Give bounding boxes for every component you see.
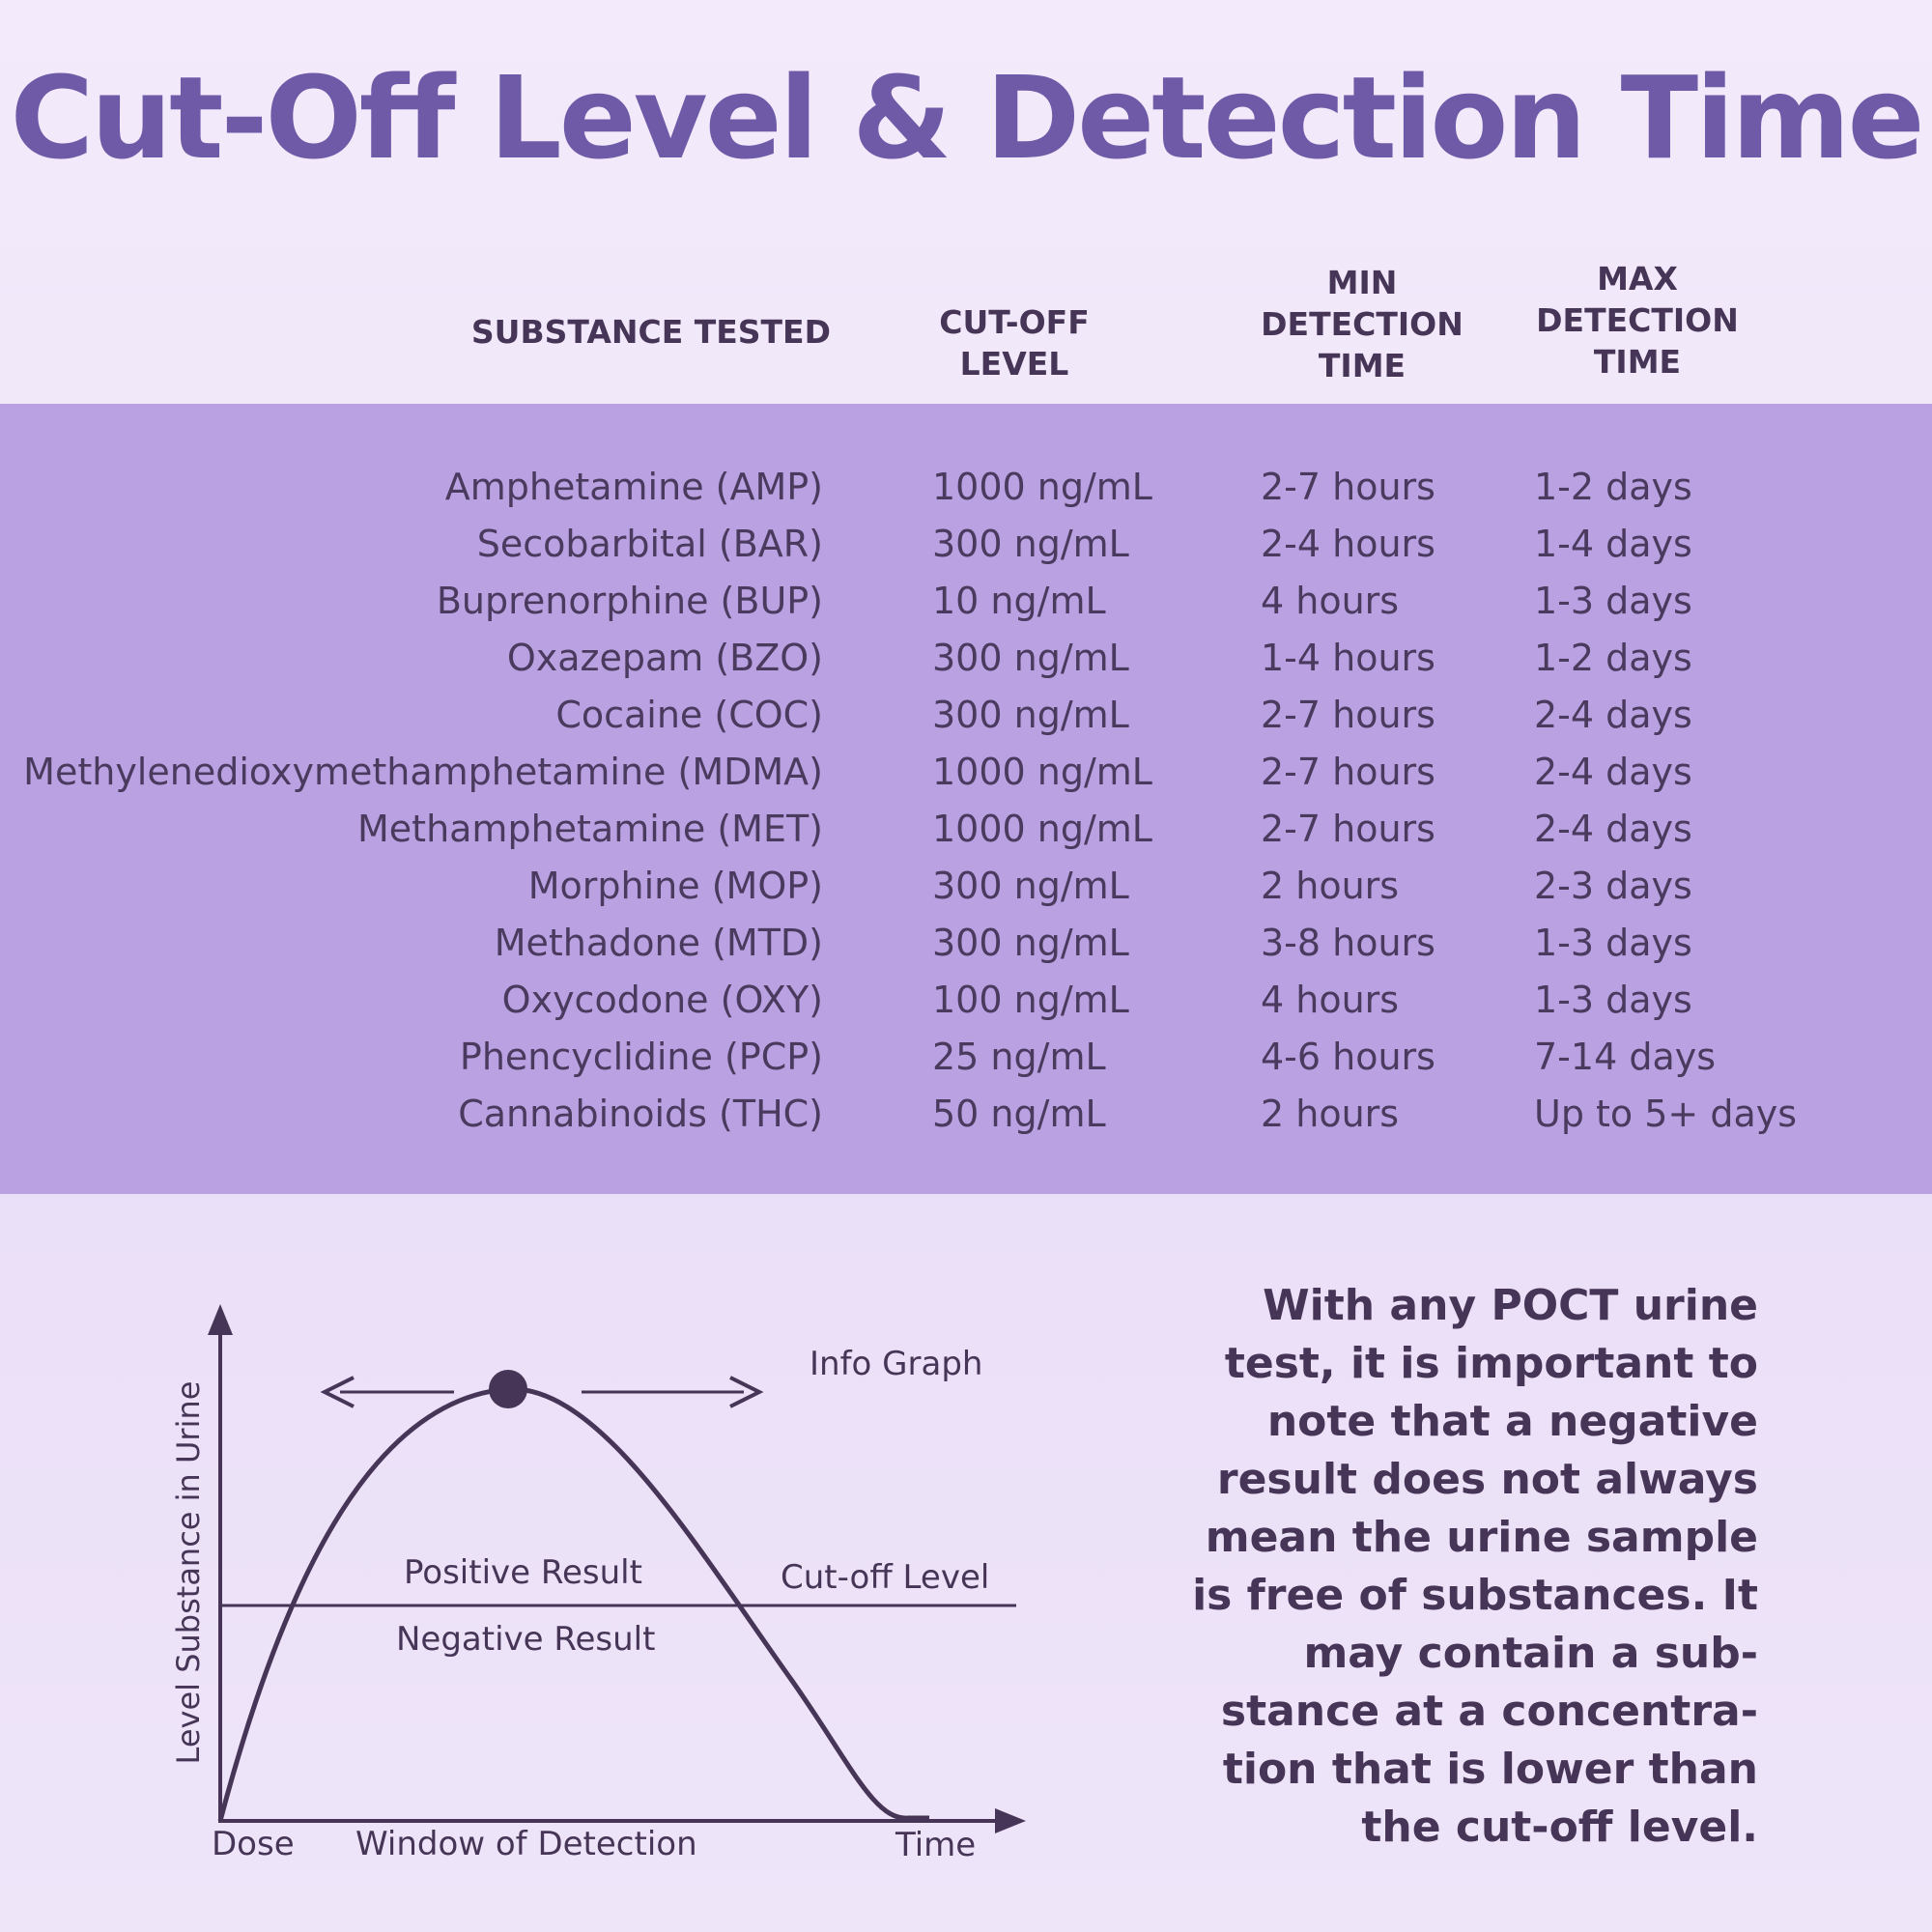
substance-cell: Methylenedioxymethamphetamine (MDMA) xyxy=(23,751,823,793)
min-detection-cell: 3-8 hours xyxy=(1261,922,1435,964)
header-max-detection: MAX DETECTION TIME xyxy=(1521,259,1753,384)
x-axis-arrow-icon xyxy=(995,1808,1026,1833)
substance-cell: Cannabinoids (THC) xyxy=(458,1093,823,1135)
concentration-curve xyxy=(217,1386,929,1822)
max-detection-cell: 1-4 days xyxy=(1534,523,1692,565)
substance-cell: Phencyclidine (PCP) xyxy=(459,1036,823,1078)
cutoff-cell: 300 ng/mL xyxy=(932,865,1129,907)
min-detection-cell: 4-6 hours xyxy=(1261,1036,1435,1078)
min-detection-cell: 1-4 hours xyxy=(1261,637,1435,679)
table-band xyxy=(0,404,1932,1194)
note-text: With any POCT urine test, it is importan… xyxy=(1192,1281,1758,1852)
max-detection-cell: 2-3 days xyxy=(1534,865,1692,907)
substance-cell: Oxycodone (OXY) xyxy=(501,979,823,1021)
graph-title: Info Graph xyxy=(810,1345,982,1383)
max-detection-cell: 2-4 days xyxy=(1534,694,1692,736)
min-detection-cell: 4 hours xyxy=(1261,580,1400,622)
negative-result-label: Negative Result xyxy=(396,1620,655,1659)
substance-cell: Oxazepam (BZO) xyxy=(506,637,823,679)
header-cutoff-line2: LEVEL xyxy=(959,344,1069,383)
table-row: Methylenedioxymethamphetamine (MDMA) 100… xyxy=(0,744,1932,801)
header-cutoff: CUT-OFF LEVEL xyxy=(898,302,1130,385)
max-detection-cell: 2-4 days xyxy=(1534,751,1692,793)
header-min-line2: DETECTION xyxy=(1261,304,1463,343)
peak-dot-icon xyxy=(489,1370,527,1408)
cutoff-cell: 300 ng/mL xyxy=(932,694,1129,736)
positive-result-label: Positive Result xyxy=(404,1553,642,1592)
header-cutoff-line1: CUT-OFF xyxy=(939,303,1090,341)
max-detection-cell: Up to 5+ days xyxy=(1534,1093,1798,1135)
y-axis-label: Level Substance in Urine xyxy=(170,1381,207,1765)
table-row: Buprenorphine (BUP) 10 ng/mL 4 hours 1-3… xyxy=(0,573,1932,630)
min-detection-cell: 4 hours xyxy=(1261,979,1400,1021)
substance-cell: Methadone (MTD) xyxy=(494,922,823,964)
substance-cell: Cocaine (COC) xyxy=(555,694,823,736)
table-row: Methamphetamine (MET) 1000 ng/mL 2-7 hou… xyxy=(0,801,1932,858)
table-row: Methadone (MTD) 300 ng/mL 3-8 hours 1-3 … xyxy=(0,915,1932,972)
min-detection-cell: 2 hours xyxy=(1261,1093,1400,1135)
max-detection-cell: 1-3 days xyxy=(1534,979,1692,1021)
table-row: Oxazepam (BZO) 300 ng/mL 1-4 hours 1-2 d… xyxy=(0,630,1932,687)
min-detection-cell: 2-4 hours xyxy=(1261,523,1435,565)
right-arrow-icon xyxy=(729,1376,764,1408)
cutoff-cell: 300 ng/mL xyxy=(932,922,1129,964)
table-row: Secobarbital (BAR) 300 ng/mL 2-4 hours 1… xyxy=(0,516,1932,573)
table-row: Amphetamine (AMP) 1000 ng/mL 2-7 hours 1… xyxy=(0,459,1932,516)
max-detection-cell: 1-3 days xyxy=(1534,922,1692,964)
max-detection-cell: 1-3 days xyxy=(1534,580,1692,622)
substance-cell: Amphetamine (AMP) xyxy=(444,466,823,508)
header-substance: SUBSTANCE TESTED xyxy=(425,312,831,354)
y-axis-arrow-icon xyxy=(208,1304,233,1335)
cutoff-cell: 100 ng/mL xyxy=(932,979,1129,1021)
table-row: Cocaine (COC) 300 ng/mL 2-7 hours 2-4 da… xyxy=(0,687,1932,744)
table-row: Phencyclidine (PCP) 25 ng/mL 4-6 hours 7… xyxy=(0,1029,1932,1086)
cutoff-cell: 1000 ng/mL xyxy=(932,466,1152,508)
cutoff-level-label: Cut-off Level xyxy=(781,1558,989,1597)
min-detection-cell: 2 hours xyxy=(1261,865,1400,907)
page-title: Cut-Off Level & Detection Time xyxy=(10,51,1924,185)
header-min-detection: MIN DETECTION TIME xyxy=(1246,263,1478,387)
max-detection-cell: 1-2 days xyxy=(1534,637,1692,679)
time-label: Time xyxy=(895,1826,976,1864)
cutoff-cell: 50 ng/mL xyxy=(932,1093,1106,1135)
min-detection-cell: 2-7 hours xyxy=(1261,466,1435,508)
substance-cell: Methamphetamine (MET) xyxy=(357,808,823,850)
substance-cell: Buprenorphine (BUP) xyxy=(436,580,823,622)
cutoff-cell: 300 ng/mL xyxy=(932,637,1129,679)
left-arrow-icon xyxy=(320,1376,355,1408)
header-max-line2: DETECTION xyxy=(1536,300,1739,339)
info-graph: Info Graph Positive Result Negative Resu… xyxy=(170,1304,1026,1864)
window-of-detection-label: Window of Detection xyxy=(355,1825,697,1863)
substance-cell: Secobarbital (BAR) xyxy=(476,523,823,565)
cutoff-cell: 1000 ng/mL xyxy=(932,751,1152,793)
cutoff-cell: 1000 ng/mL xyxy=(932,808,1152,850)
header-min-line3: TIME xyxy=(1318,346,1406,384)
max-detection-cell: 2-4 days xyxy=(1534,808,1692,850)
table-row: Morphine (MOP) 300 ng/mL 2 hours 2-3 day… xyxy=(0,858,1932,915)
min-detection-cell: 2-7 hours xyxy=(1261,751,1435,793)
min-detection-cell: 2-7 hours xyxy=(1261,808,1435,850)
table-row: Oxycodone (OXY) 100 ng/mL 4 hours 1-3 da… xyxy=(0,972,1932,1029)
min-detection-cell: 2-7 hours xyxy=(1261,694,1435,736)
cutoff-cell: 25 ng/mL xyxy=(932,1036,1106,1078)
max-detection-cell: 1-2 days xyxy=(1534,466,1692,508)
header-min-line1: MIN xyxy=(1326,264,1398,301)
header-substance-label: SUBSTANCE TESTED xyxy=(470,313,831,351)
dose-label: Dose xyxy=(212,1825,295,1863)
table-row: Cannabinoids (THC) 50 ng/mL 2 hours Up t… xyxy=(0,1086,1932,1143)
max-detection-cell: 7-14 days xyxy=(1534,1036,1717,1078)
cutoff-cell: 10 ng/mL xyxy=(932,580,1106,622)
substance-cell: Morphine (MOP) xyxy=(527,865,823,907)
header-max-line1: MAX xyxy=(1597,260,1678,298)
cutoff-cell: 300 ng/mL xyxy=(932,523,1129,565)
header-max-line3: TIME xyxy=(1593,342,1682,381)
